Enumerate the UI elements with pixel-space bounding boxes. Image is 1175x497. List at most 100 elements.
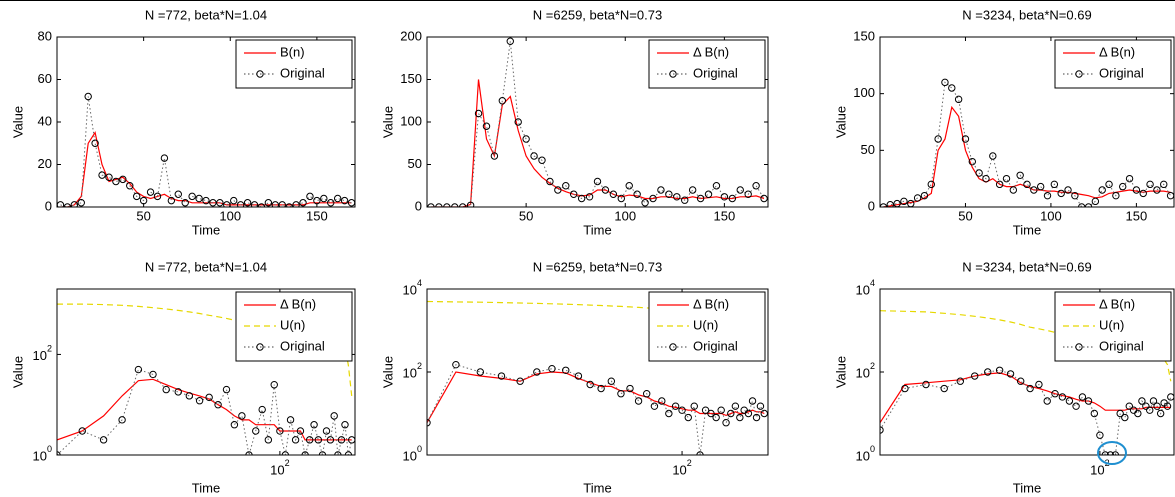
y-tick-label: 20 <box>38 156 52 171</box>
data-point <box>538 156 546 164</box>
data-point <box>607 377 616 385</box>
data-point <box>522 135 530 143</box>
data-point <box>230 421 239 429</box>
data-point <box>427 203 435 207</box>
data-point <box>153 192 162 201</box>
data-point <box>641 199 649 207</box>
data-point <box>736 186 744 194</box>
data-point <box>70 201 79 207</box>
y-tick-label: 80 <box>38 28 52 43</box>
axes-frame <box>879 288 1175 456</box>
data-point <box>1035 380 1043 389</box>
data-point <box>712 413 720 422</box>
data-point <box>214 401 222 409</box>
data-point <box>995 366 1004 374</box>
data-point <box>1132 186 1141 194</box>
data-point <box>717 406 725 414</box>
legend-box <box>1054 39 1172 89</box>
data-point <box>752 413 761 422</box>
data-point <box>330 412 338 420</box>
data-point <box>250 201 259 207</box>
data-point <box>306 192 314 201</box>
data-point <box>1142 402 1150 410</box>
data-point <box>257 203 266 207</box>
data-point <box>690 402 698 410</box>
legend-label: Original <box>693 65 738 80</box>
data-point <box>1105 180 1113 189</box>
data-point <box>704 190 713 198</box>
data-point <box>1146 406 1154 414</box>
series-line <box>57 378 352 441</box>
data-point <box>314 436 323 444</box>
data-point <box>202 196 210 205</box>
data-point <box>77 199 85 207</box>
data-point <box>720 193 729 201</box>
data-point <box>1121 413 1129 422</box>
x-axis-label: Time <box>192 480 220 495</box>
y-tick-label: 0 <box>868 198 875 213</box>
data-point <box>270 381 278 389</box>
data-point <box>292 201 300 207</box>
data-point <box>927 180 935 189</box>
data-point <box>1119 182 1127 191</box>
data-point <box>984 368 992 376</box>
data-point <box>1036 182 1045 191</box>
data-point <box>971 372 979 380</box>
data-point <box>271 201 280 207</box>
data-point <box>593 177 602 186</box>
data-point <box>1116 409 1124 418</box>
data-point <box>617 194 625 203</box>
data-point <box>657 186 665 194</box>
x-tick-label: 50 <box>136 208 150 223</box>
data-point <box>617 389 625 398</box>
data-point <box>665 409 673 418</box>
axes-frame <box>56 288 356 456</box>
data-point <box>99 436 108 444</box>
data-point <box>696 194 705 203</box>
y-axis-label: Value <box>10 106 25 138</box>
data-point <box>577 194 586 203</box>
data-point <box>678 406 686 414</box>
data-point <box>1057 189 1065 198</box>
data-point <box>731 402 740 410</box>
data-point <box>78 427 86 435</box>
data-point <box>278 201 286 207</box>
data-point <box>264 436 273 444</box>
data-point <box>185 392 194 400</box>
data-point <box>320 194 328 203</box>
data-point <box>474 109 483 118</box>
data-point <box>701 406 710 414</box>
data-point <box>727 409 735 418</box>
plot-data <box>57 92 355 207</box>
axes-frame <box>426 288 769 456</box>
data-point <box>299 199 307 207</box>
data-point <box>132 192 141 201</box>
data-point <box>236 201 245 207</box>
subplot: N =3234, beta*N=0.69 Time Value 0 50 100 150 50… <box>833 7 1175 237</box>
data-point <box>1084 397 1093 405</box>
chart-title: N =3234, beta*N=0.69 <box>962 259 1091 274</box>
data-point <box>900 197 908 206</box>
x-tick-label: 150 <box>306 208 328 223</box>
data-point <box>748 397 757 405</box>
data-point <box>514 118 522 126</box>
data-point <box>222 385 231 394</box>
data-point <box>452 360 460 369</box>
chart-title: N =3234, beta*N=0.69 <box>962 7 1091 22</box>
data-point <box>982 174 990 183</box>
data-point <box>901 384 909 393</box>
data-point <box>760 194 768 203</box>
data-point <box>119 175 127 184</box>
data-point <box>98 171 106 179</box>
y-axis-label: Value <box>833 356 848 388</box>
data-point <box>886 201 894 207</box>
data-point <box>1072 402 1080 410</box>
legend-marker <box>256 343 264 351</box>
data-point <box>1043 191 1052 200</box>
y-tick-label: 0 <box>415 198 422 213</box>
data-point <box>1160 180 1168 189</box>
legend-box <box>648 39 766 89</box>
data-point <box>880 203 888 207</box>
data-point <box>1084 203 1093 207</box>
chart-title: N =6259, beta*N=0.73 <box>533 7 662 22</box>
